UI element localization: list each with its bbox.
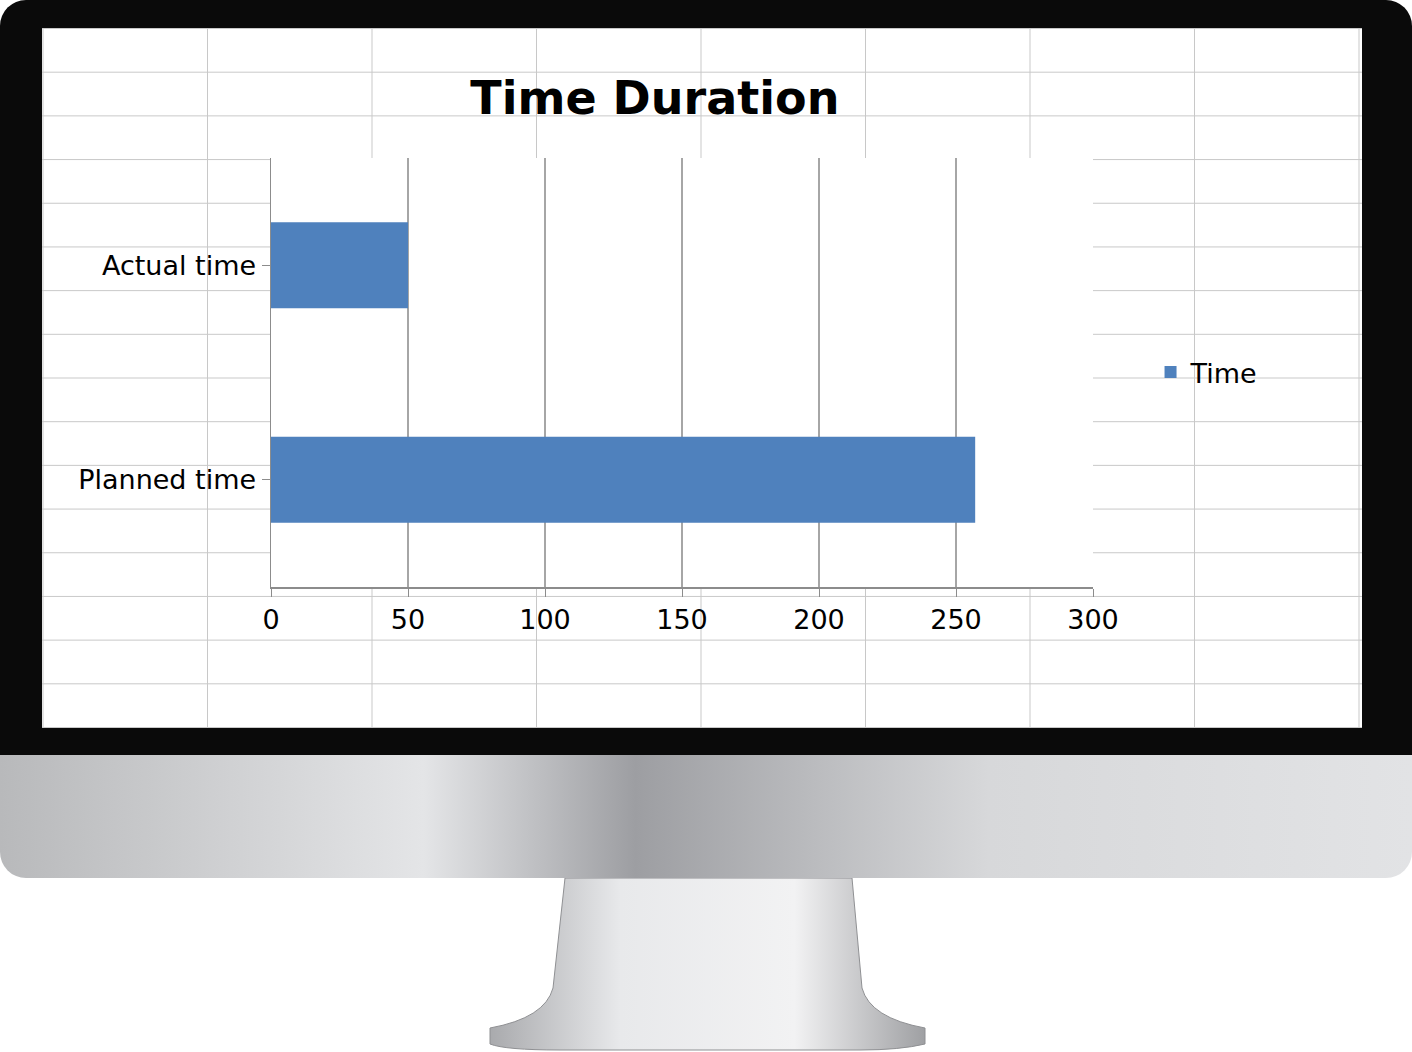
svg-text:250: 250 (930, 604, 982, 635)
svg-text:100: 100 (519, 604, 571, 635)
svg-text:0: 0 (262, 604, 279, 635)
svg-text:50: 50 (391, 604, 425, 635)
svg-text:300: 300 (1067, 604, 1119, 635)
svg-text:200: 200 (793, 604, 845, 635)
svg-text:150: 150 (656, 604, 708, 635)
svg-text:Time Duration: Time Duration (470, 71, 839, 125)
svg-text:Time: Time (1190, 358, 1257, 389)
svg-text:Planned time: Planned time (78, 464, 256, 495)
svg-text:Actual time: Actual time (102, 250, 256, 281)
